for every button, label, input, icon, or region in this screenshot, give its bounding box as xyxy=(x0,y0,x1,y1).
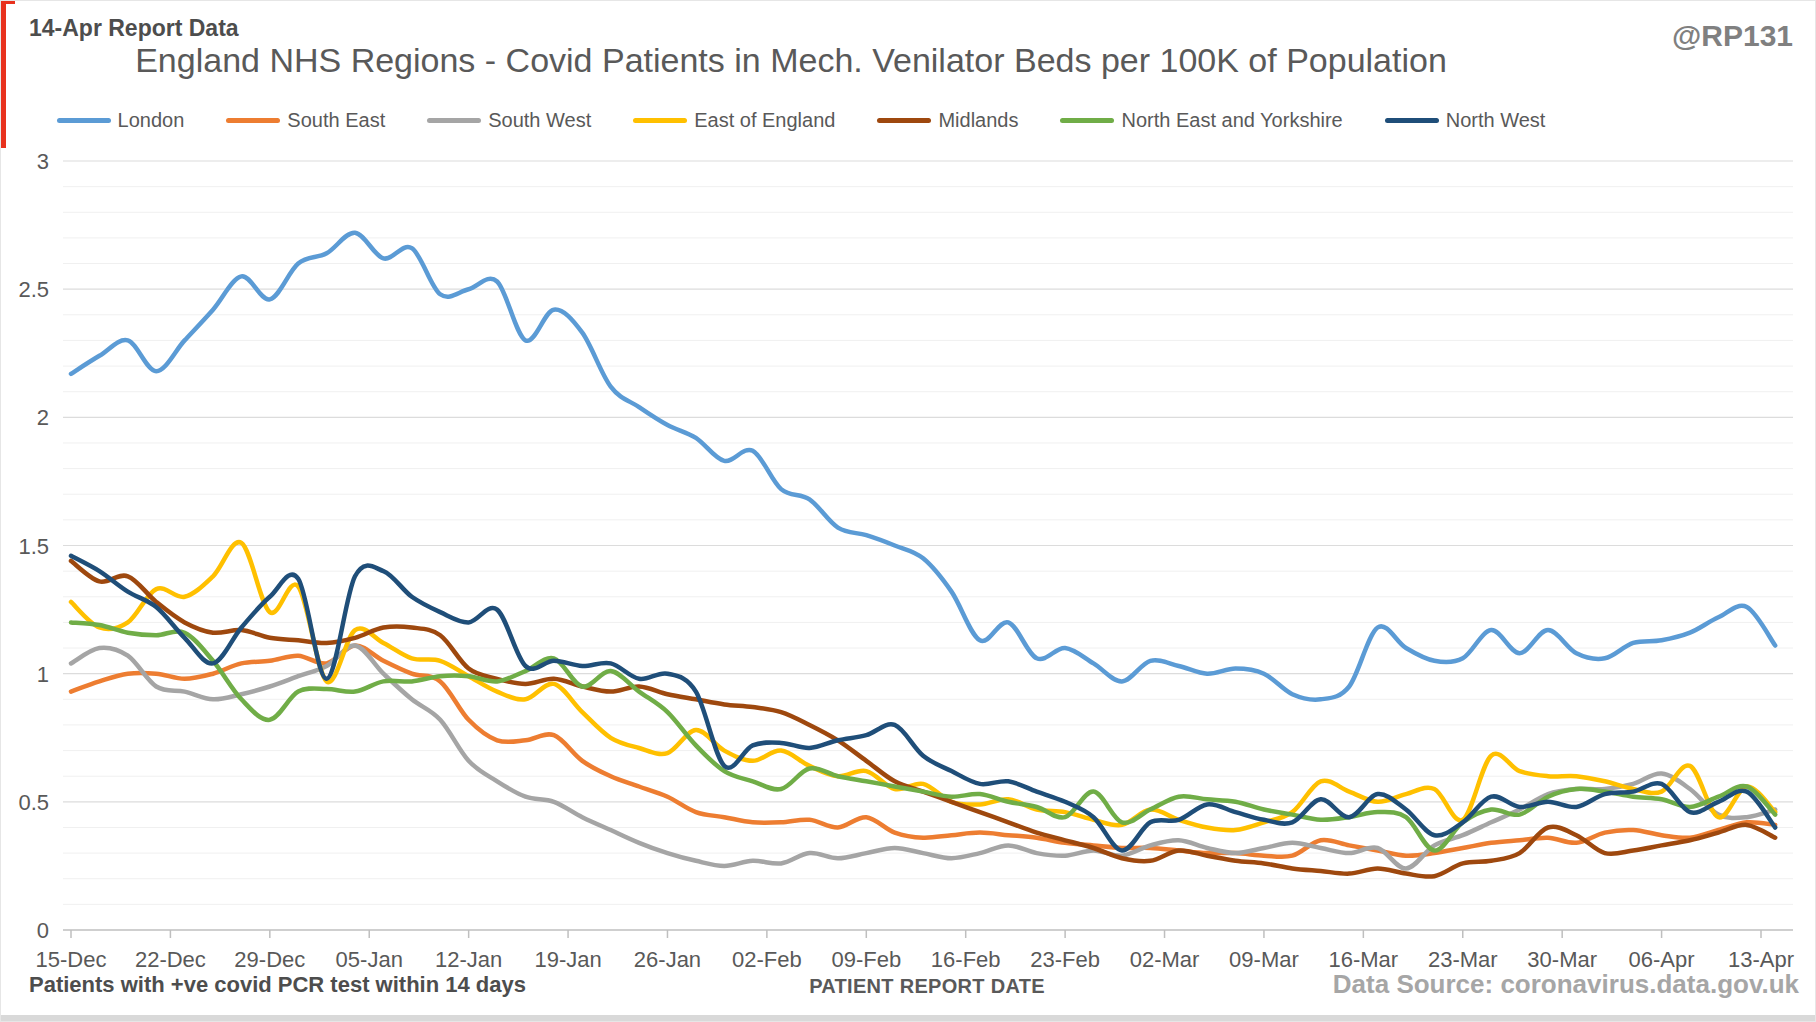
line-chart: 0 0.5 1 1.5 2 2.5 3 15-Dec 22-Dec 29-Dec 05-Jan 12-… xyxy=(1,1,1816,1022)
y-axis-label: 0 xyxy=(37,918,49,943)
series-line-north-east-and-yorkshire xyxy=(71,622,1775,850)
x-axis-label: 16-Feb xyxy=(931,947,1001,972)
x-axis-label: 02-Mar xyxy=(1130,947,1200,972)
x-axis-label: 09-Feb xyxy=(831,947,901,972)
x-axis-label: 09-Mar xyxy=(1229,947,1299,972)
y-axis-label: 1.5 xyxy=(18,534,49,559)
series-line-east-of-england xyxy=(71,542,1775,830)
x-axis-label: 12-Jan xyxy=(435,947,502,972)
y-axis-label: 3 xyxy=(37,149,49,174)
series-line-midlands xyxy=(71,561,1775,877)
series-line-london xyxy=(71,233,1775,700)
y-axis-label: 2.5 xyxy=(18,277,49,302)
x-axis-label: 26-Jan xyxy=(634,947,701,972)
y-axis-label: 0.5 xyxy=(18,790,49,815)
bottom-edge-band xyxy=(1,1015,1815,1021)
series-line-north-west xyxy=(71,556,1775,851)
x-axis-label: 05-Jan xyxy=(336,947,403,972)
data-source: Data Source: coronavirus.data.gov.uk xyxy=(1333,969,1799,1000)
x-axis-label: 19-Jan xyxy=(534,947,601,972)
y-axis-label: 1 xyxy=(37,662,49,687)
y-axis-label: 2 xyxy=(37,405,49,430)
x-axis-label: 22-Dec xyxy=(135,947,206,972)
x-axis-label: 23-Feb xyxy=(1030,947,1100,972)
x-axis-label: 15-Dec xyxy=(36,947,107,972)
x-axis-label: 29-Dec xyxy=(234,947,305,972)
x-axis-label: 02-Feb xyxy=(732,947,802,972)
